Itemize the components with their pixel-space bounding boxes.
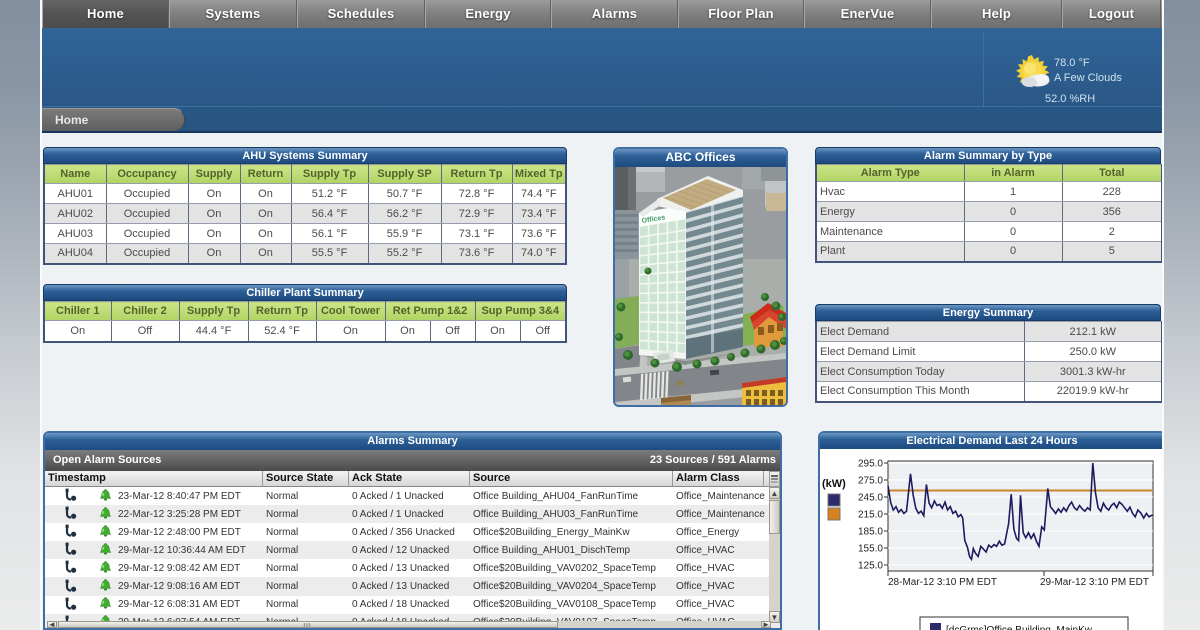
svg-text:125.0: 125.0 (858, 561, 883, 572)
svg-text:(kW): (kW) (822, 478, 846, 490)
svg-text:245.0: 245.0 (858, 493, 883, 504)
svg-text:275.0: 275.0 (858, 476, 883, 487)
svg-text:28-Mar-12 3:10 PM EDT: 28-Mar-12 3:10 PM EDT (888, 577, 997, 588)
svg-text:295.0: 295.0 (858, 459, 883, 470)
svg-text:[dcGrms]Office Building_MainKw: [dcGrms]Office Building_MainKw (946, 625, 1093, 630)
svg-text:215.0: 215.0 (858, 510, 883, 521)
svg-text:185.0: 185.0 (858, 527, 883, 538)
svg-text:29-Mar-12 3:10 PM EDT: 29-Mar-12 3:10 PM EDT (1040, 577, 1149, 588)
svg-text:Offices: Offices (641, 214, 666, 225)
svg-text:155.0: 155.0 (858, 544, 883, 555)
